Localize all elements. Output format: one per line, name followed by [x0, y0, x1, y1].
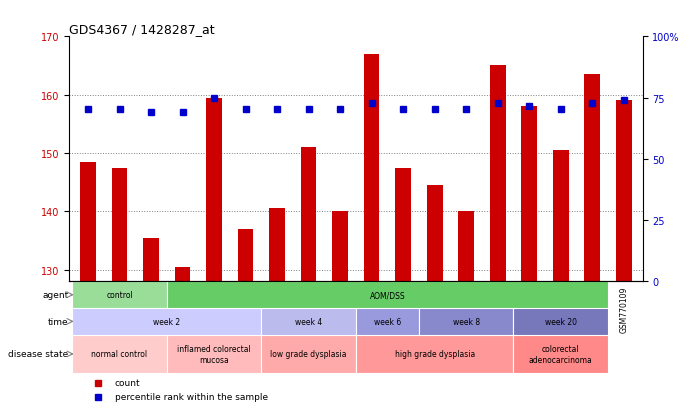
- Bar: [363, 55, 379, 282]
- Text: control: control: [106, 290, 133, 299]
- FancyBboxPatch shape: [419, 309, 513, 335]
- Bar: [427, 186, 442, 282]
- FancyBboxPatch shape: [261, 335, 356, 373]
- Bar: [521, 107, 537, 282]
- FancyBboxPatch shape: [73, 309, 261, 335]
- Text: colorectal
adenocarcinoma: colorectal adenocarcinoma: [529, 344, 593, 364]
- Text: count: count: [115, 378, 140, 387]
- FancyBboxPatch shape: [513, 335, 608, 373]
- FancyBboxPatch shape: [513, 309, 608, 335]
- Bar: [143, 238, 159, 282]
- FancyBboxPatch shape: [73, 335, 167, 373]
- Text: time: time: [48, 317, 68, 326]
- Text: inflamed colorectal
mucosa: inflamed colorectal mucosa: [177, 344, 251, 364]
- Text: GDS4367 / 1428287_at: GDS4367 / 1428287_at: [69, 23, 215, 36]
- Bar: [112, 168, 127, 282]
- Text: low grade dysplasia: low grade dysplasia: [270, 349, 347, 358]
- Bar: [238, 229, 254, 282]
- Bar: [553, 151, 569, 282]
- Bar: [585, 75, 600, 282]
- Text: high grade dysplasia: high grade dysplasia: [395, 349, 475, 358]
- FancyBboxPatch shape: [356, 335, 513, 373]
- Text: normal control: normal control: [91, 349, 148, 358]
- Bar: [80, 162, 96, 282]
- FancyBboxPatch shape: [167, 335, 261, 373]
- Bar: [616, 101, 632, 282]
- Text: disease state: disease state: [8, 349, 68, 358]
- Text: week 6: week 6: [374, 317, 401, 326]
- Bar: [269, 209, 285, 282]
- Bar: [490, 66, 506, 282]
- Bar: [395, 168, 411, 282]
- Text: week 4: week 4: [295, 317, 322, 326]
- Text: percentile rank within the sample: percentile rank within the sample: [115, 392, 268, 401]
- FancyBboxPatch shape: [73, 282, 167, 309]
- Bar: [332, 212, 348, 282]
- Text: agent: agent: [42, 290, 68, 299]
- Text: week 20: week 20: [545, 317, 577, 326]
- Text: week 8: week 8: [453, 317, 480, 326]
- Text: AOM/DSS: AOM/DSS: [370, 290, 405, 299]
- Bar: [458, 212, 474, 282]
- FancyBboxPatch shape: [167, 282, 608, 309]
- Bar: [301, 148, 316, 282]
- FancyBboxPatch shape: [261, 309, 356, 335]
- Bar: [206, 98, 222, 282]
- FancyBboxPatch shape: [356, 309, 419, 335]
- Bar: [175, 267, 191, 282]
- Text: week 2: week 2: [153, 317, 180, 326]
